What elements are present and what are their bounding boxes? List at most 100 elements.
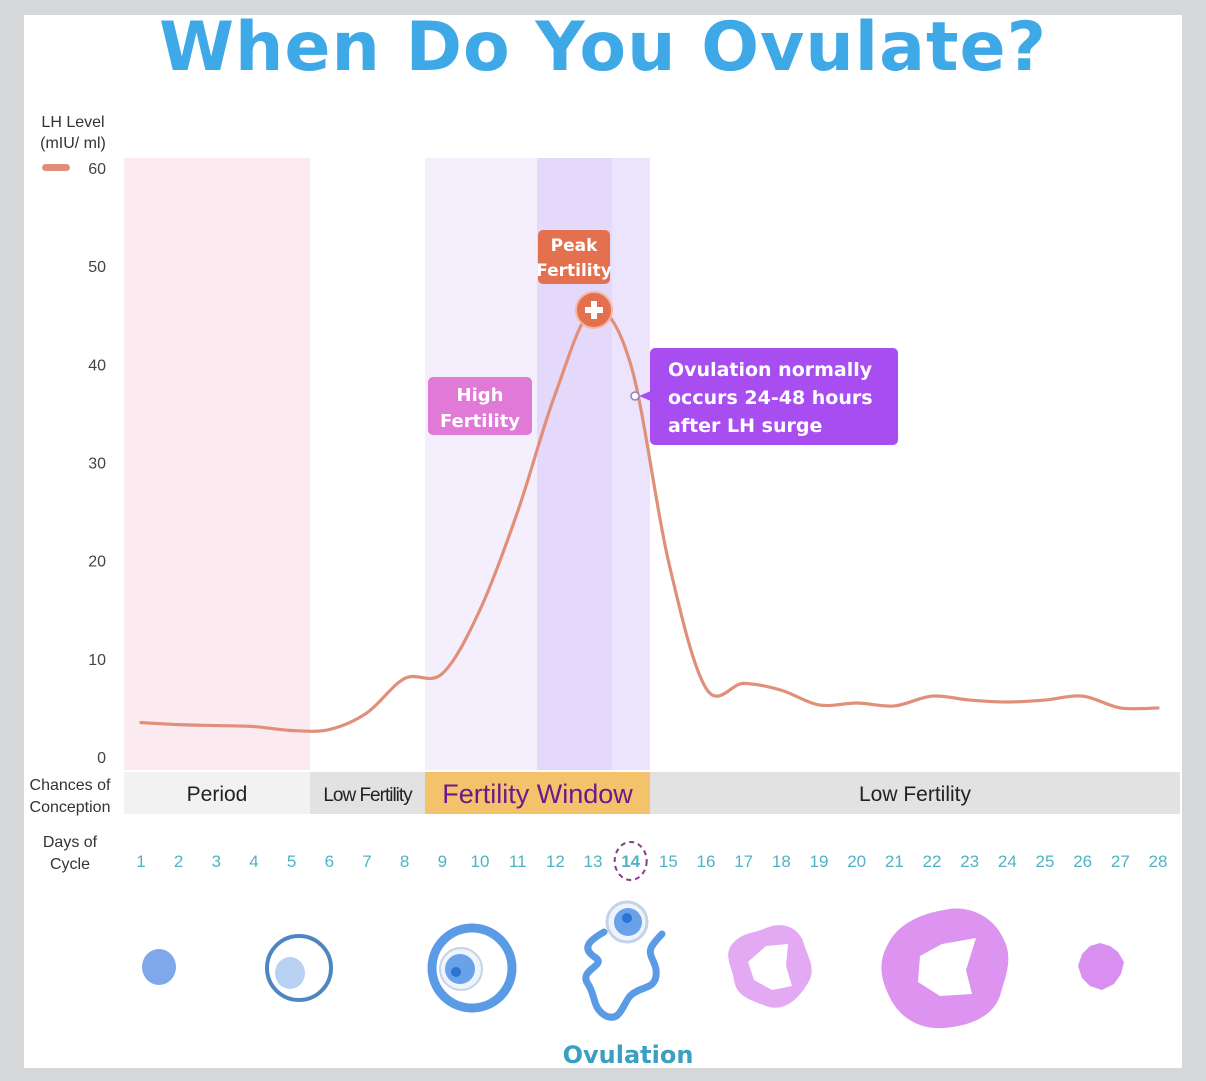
conception-row-label-line1: Chances of <box>30 777 111 794</box>
shaded-regions <box>124 158 650 770</box>
y-axis-title-line2: (mIU/ ml) <box>40 135 106 152</box>
corpus-luteum-large-icon <box>881 908 1009 1029</box>
lh-point-day-23 <box>968 698 972 702</box>
lh-point-day-4 <box>252 725 256 729</box>
lh-series-line <box>139 307 1160 733</box>
day-label-1: 1 <box>136 852 145 871</box>
peak-plus-marker-icon <box>575 291 613 329</box>
lh-point-day-20 <box>855 701 859 705</box>
conception-segment-1 <box>124 772 310 814</box>
peak-fertility-line2: Fertility <box>536 261 612 281</box>
day-label-22: 22 <box>923 852 942 871</box>
lh-point-day-7 <box>365 711 369 715</box>
follicle-growing-icon <box>265 934 333 1002</box>
highlight-day-ring-icon <box>613 841 648 881</box>
lh-point-day-5 <box>290 728 294 732</box>
day-label-4: 4 <box>249 852 258 871</box>
conception-row-label-line2: Conception <box>30 799 111 816</box>
day-label-16: 16 <box>697 852 716 871</box>
peak-fertility-line1: Peak <box>551 236 598 256</box>
lh-point-day-24 <box>1005 700 1009 704</box>
lh-point-day-10 <box>478 608 482 612</box>
conception-segment-2 <box>310 772 425 814</box>
lh-point-day-28 <box>1156 706 1160 710</box>
lh-point-day-1 <box>139 721 143 725</box>
lh-point-day-19 <box>817 703 821 707</box>
lh-point-day-26 <box>1081 694 1085 698</box>
day-label-19: 19 <box>810 852 829 871</box>
conception-segment-4 <box>650 772 1180 814</box>
day-label-18: 18 <box>772 852 791 871</box>
day-label-17: 17 <box>734 852 753 871</box>
lh-point-day-12 <box>553 392 557 396</box>
day-label-11: 11 <box>509 852 527 871</box>
conception-segment-label-3: Fertility Window <box>442 779 633 809</box>
y-tick-label-0: 0 <box>97 750 106 767</box>
lh-point-day-9 <box>440 672 444 676</box>
day-label-8: 8 <box>400 852 409 871</box>
lh-point-day-18 <box>779 688 783 692</box>
day-label-6: 6 <box>325 852 334 871</box>
days-row-label-line1: Days of <box>43 834 98 851</box>
days-row: 1 2 3 4 5 6 7 8 9 10 11 12 13 14 15 16 17 18 19 20 21 22 23 24 2… <box>136 841 1168 881</box>
legend-swatch-lh <box>42 164 70 171</box>
day-label-23: 23 <box>960 852 979 871</box>
y-tick-label-10: 10 <box>88 652 106 669</box>
day-label-2: 2 <box>174 852 183 871</box>
day-label-13: 13 <box>584 852 603 871</box>
lh-point-day-15 <box>666 559 670 563</box>
conception-segment-label-4: Low Fertility <box>859 783 972 806</box>
day-label-15: 15 <box>659 852 678 871</box>
lh-point-day-17 <box>742 681 746 685</box>
day-label-25: 25 <box>1036 852 1055 871</box>
day-label-24: 24 <box>998 852 1017 871</box>
conception-row: Period Low Fertility Fertility Window Low F… <box>124 772 1180 814</box>
corpus-albicans-icon <box>1078 943 1124 990</box>
day-label-20: 20 <box>847 852 866 871</box>
lh-point-day-11 <box>516 510 520 514</box>
conception-segment-3 <box>425 772 650 814</box>
y-ticks: 0 10 20 30 40 50 60 <box>88 161 106 767</box>
y-tick-label-60: 60 <box>88 161 106 178</box>
lh-point-day-16 <box>704 686 708 690</box>
ovulation-note-line2: occurs 24-48 hours <box>668 387 873 409</box>
day-label-27: 27 <box>1111 852 1130 871</box>
lh-point-day-21 <box>892 704 896 708</box>
day-label-7: 7 <box>362 852 371 871</box>
days-row-label-line2: Cycle <box>50 856 90 873</box>
lh-point-day-3 <box>214 724 218 728</box>
ovulation-note-line3: after LH surge <box>668 415 822 437</box>
ovulation-note-badge: Ovulation normally occurs 24-48 hours af… <box>630 348 898 445</box>
day-label-12: 12 <box>546 852 565 871</box>
ovulation-note-line1: Ovulation normally <box>668 359 873 381</box>
day-label-21: 21 <box>885 852 904 871</box>
y-axis-title-line1: LH Level <box>41 114 104 131</box>
conception-segment-label-2: Low Fertility <box>323 785 413 806</box>
lh-point-day-6 <box>327 728 331 732</box>
lh-point-day-22 <box>930 694 934 698</box>
day-label-3: 3 <box>212 852 221 871</box>
ovulation-stage-label: Ovulation <box>563 1041 694 1069</box>
lh-point-day-27 <box>1118 706 1122 710</box>
day-label-5: 5 <box>287 852 296 871</box>
y-tick-label-30: 30 <box>88 456 106 473</box>
lh-point-day-2 <box>177 723 181 727</box>
high-fertility-badge: High Fertility <box>428 377 532 435</box>
page-title: When Do You Ovulate? <box>158 8 1048 87</box>
day-label-14: 14 <box>621 852 640 871</box>
day-label-28: 28 <box>1149 852 1168 871</box>
shaded-region-period <box>124 158 310 770</box>
peak-fertility-badge: Peak Fertility <box>536 230 612 284</box>
shaded-region-ovulation-day <box>612 158 650 770</box>
lh-point-day-25 <box>1043 698 1047 702</box>
y-tick-label-20: 20 <box>88 554 106 571</box>
corpus-luteum-icon <box>728 925 812 1008</box>
ovulation-egg-release-icon <box>582 900 666 1021</box>
high-fertility-line2: Fertility <box>440 411 520 432</box>
lh-point-day-14 <box>629 362 633 366</box>
day-label-10: 10 <box>471 852 490 871</box>
y-tick-label-50: 50 <box>88 259 106 276</box>
y-tick-label-40: 40 <box>88 357 106 374</box>
conception-segment-label-1: Period <box>187 783 248 806</box>
